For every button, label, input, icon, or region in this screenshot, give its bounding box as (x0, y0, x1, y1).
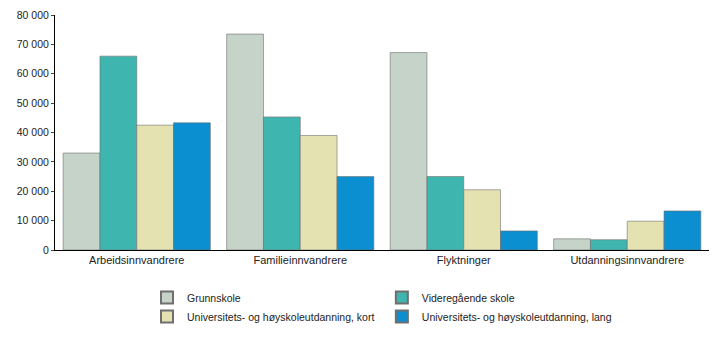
svg-text:Grunnskole: Grunnskole (187, 291, 241, 303)
svg-text:50 000: 50 000 (17, 97, 49, 109)
svg-text:Videregående skole: Videregående skole (422, 291, 515, 303)
svg-text:30 000: 30 000 (17, 156, 49, 168)
svg-text:0: 0 (43, 244, 49, 256)
svg-text:Arbeidsinnvandrere: Arbeidsinnvandrere (89, 254, 184, 266)
svg-text:40 000: 40 000 (17, 126, 49, 138)
svg-text:70 000: 70 000 (17, 38, 49, 50)
svg-text:Flyktninger: Flyktninger (437, 254, 491, 266)
svg-text:10 000: 10 000 (17, 214, 49, 226)
svg-text:Universitets- og høyskoleutdan: Universitets- og høyskoleutdanning, lang (422, 310, 612, 322)
svg-text:Universitets- og høyskoleutdan: Universitets- og høyskoleutdanning, kort (187, 310, 374, 322)
svg-text:60 000: 60 000 (17, 67, 49, 79)
svg-text:80 000: 80 000 (17, 9, 49, 21)
svg-text:20 000: 20 000 (17, 185, 49, 197)
svg-text:Utdanningsinnvandrere: Utdanningsinnvandrere (570, 254, 684, 266)
svg-text:Familieinnvandrere: Familieinnvandrere (253, 254, 347, 266)
